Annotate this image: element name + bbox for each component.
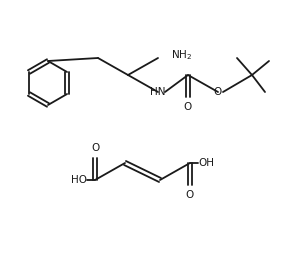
Text: HO: HO — [71, 175, 87, 185]
Text: O: O — [184, 102, 192, 112]
Text: NH$_2$: NH$_2$ — [171, 48, 192, 62]
Text: O: O — [186, 190, 194, 200]
Text: HN: HN — [150, 87, 166, 97]
Text: OH: OH — [198, 158, 214, 168]
Text: O: O — [91, 143, 99, 153]
Text: O: O — [214, 87, 222, 97]
